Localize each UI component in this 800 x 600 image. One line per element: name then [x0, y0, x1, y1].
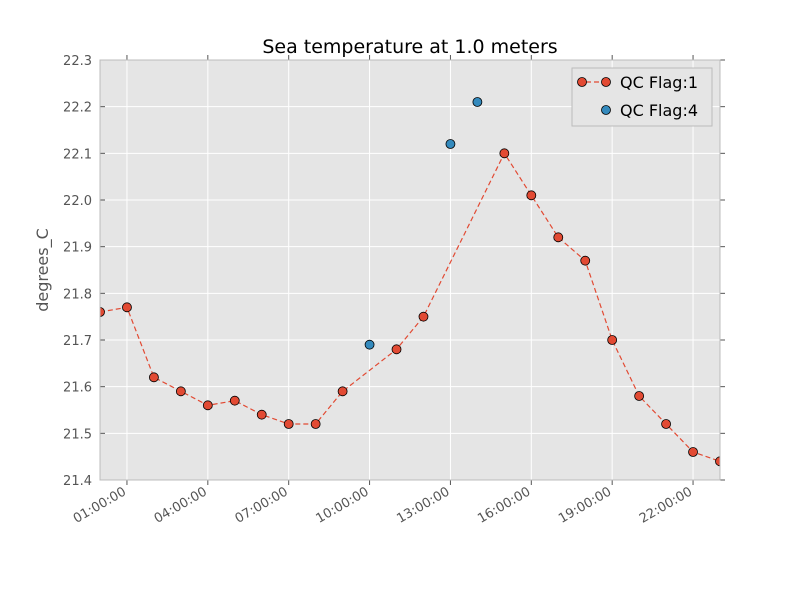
data-point-qc-flag-1	[715, 456, 720, 467]
legend-label-qc-flag-1: QC Flag:1	[620, 73, 698, 92]
data-point-qc-flag-1	[175, 386, 186, 397]
data-point-qc-flag-1	[688, 447, 698, 457]
y-tick-label: 21.7	[63, 334, 92, 349]
data-point-qc-flag-4	[445, 139, 456, 149]
legend-marker-qc-flag-1	[601, 77, 611, 87]
data-point-qc-flag-1	[499, 148, 510, 159]
data-point-qc-flag-1	[229, 395, 240, 406]
data-point-qc-flag-4	[472, 97, 483, 107]
data-point-qc-flag-1	[391, 344, 402, 355]
plot-area	[100, 60, 720, 480]
data-point-qc-flag-1	[553, 232, 564, 243]
legend: QC Flag:1 QC Flag:4	[571, 67, 713, 127]
data-point-qc-flag-1	[310, 419, 321, 429]
legend-marker-qc-flag-1	[577, 77, 587, 87]
y-tick-label: 21.9	[63, 241, 92, 256]
y-tick-label: 21.5	[63, 427, 92, 442]
data-point-qc-flag-1	[337, 386, 348, 397]
y-axis-label: degrees_C	[33, 228, 53, 312]
y-tick-label: 21.6	[63, 381, 92, 396]
plot-frame	[99, 59, 721, 481]
data-point-qc-flag-1	[526, 190, 537, 201]
series-layer	[100, 97, 720, 467]
data-point-qc-flag-1	[661, 419, 671, 429]
data-point-qc-flag-1	[122, 302, 132, 313]
data-point-qc-flag-1	[202, 400, 213, 411]
grid	[100, 59, 720, 481]
data-point-qc-flag-1	[283, 419, 294, 429]
chart-title: Sea temperature at 1.0 meters	[262, 36, 557, 58]
y-tick-label: 21.8	[63, 287, 92, 302]
legend-marker-qc-flag-4	[601, 105, 611, 115]
data-point-qc-flag-1	[256, 409, 267, 420]
y-tick-label: 22.3	[63, 54, 92, 69]
data-point-qc-flag-1	[149, 372, 159, 383]
data-point-qc-flag-4	[364, 339, 375, 350]
y-tick-label: 22.0	[63, 194, 92, 209]
data-point-qc-flag-1	[580, 255, 591, 266]
y-tick-label: 21.4	[63, 474, 92, 489]
legend-box	[571, 67, 713, 127]
legend-label-qc-flag-4: QC Flag:4	[620, 101, 698, 120]
data-point-qc-flag-1	[634, 391, 645, 401]
data-point-qc-flag-1	[100, 307, 105, 317]
y-tick-label: 22.1	[63, 147, 92, 162]
data-point-qc-flag-1	[607, 335, 618, 345]
data-point-qc-flag-1	[418, 311, 429, 322]
y-tick-label: 22.2	[63, 101, 92, 116]
